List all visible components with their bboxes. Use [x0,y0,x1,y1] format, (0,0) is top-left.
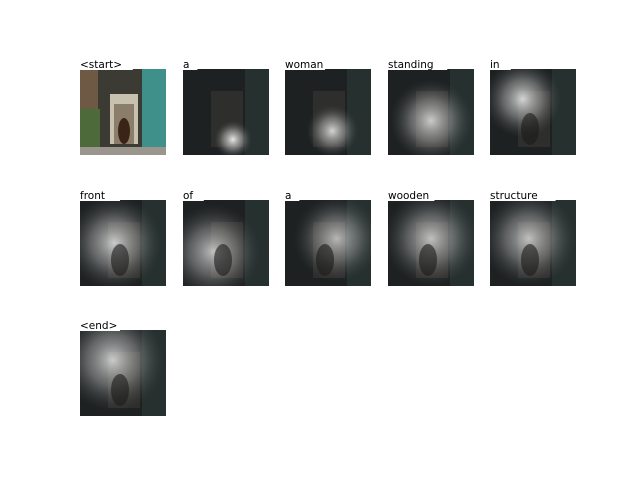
attention-figure-shadow [521,113,539,145]
attention-panel: of [183,188,269,286]
attention-panel: woman [285,57,371,155]
caption-word: in [490,59,500,71]
attention-panel: <end> [80,318,166,416]
caption-word: <end> [80,320,117,332]
caption-word: wooden [388,190,429,202]
caption-word: <start> [80,59,122,71]
caption-bg [285,188,300,201]
caption-word: a [183,59,189,71]
attention-panel: a [183,57,269,155]
attention-panel: front [80,188,166,286]
caption-bg [183,57,198,70]
attention-panel: wooden [388,188,474,286]
caption-bg [388,188,435,201]
attention-panel: structure [490,188,576,286]
caption-word: a [285,190,291,202]
caption-bg [80,57,133,70]
attention-figure-shadow [316,244,334,276]
attention-panel: in [490,57,576,155]
attention-figure-shadow [419,244,437,276]
caption-word: woman [285,59,323,71]
photo-ground [80,147,166,155]
caption-bg [80,188,120,201]
photo-person [118,118,130,144]
attention-panel: standing [388,57,474,155]
caption-bg [490,188,556,201]
caption-word: of [183,190,193,202]
attention-panel: a [285,188,371,286]
caption-bg [490,57,511,70]
caption-word: standing [388,59,434,71]
caption-word: front [80,190,105,202]
attention-figure-shadow [521,244,539,276]
attention-glow [388,69,474,155]
attention-glow [285,69,371,155]
caption-word: structure [490,190,538,202]
attention-panel: <start> [80,57,166,155]
attention-figure-shadow [111,244,129,276]
caption-bg [80,318,120,331]
photo-green [80,109,100,149]
caption-bg [388,57,448,70]
caption-bg [183,188,204,201]
attention-figure-shadow [111,374,129,406]
photo-right-wall [142,69,166,155]
attention-figure-shadow [214,244,232,276]
caption-bg [285,57,325,70]
attention-glow [183,69,269,155]
